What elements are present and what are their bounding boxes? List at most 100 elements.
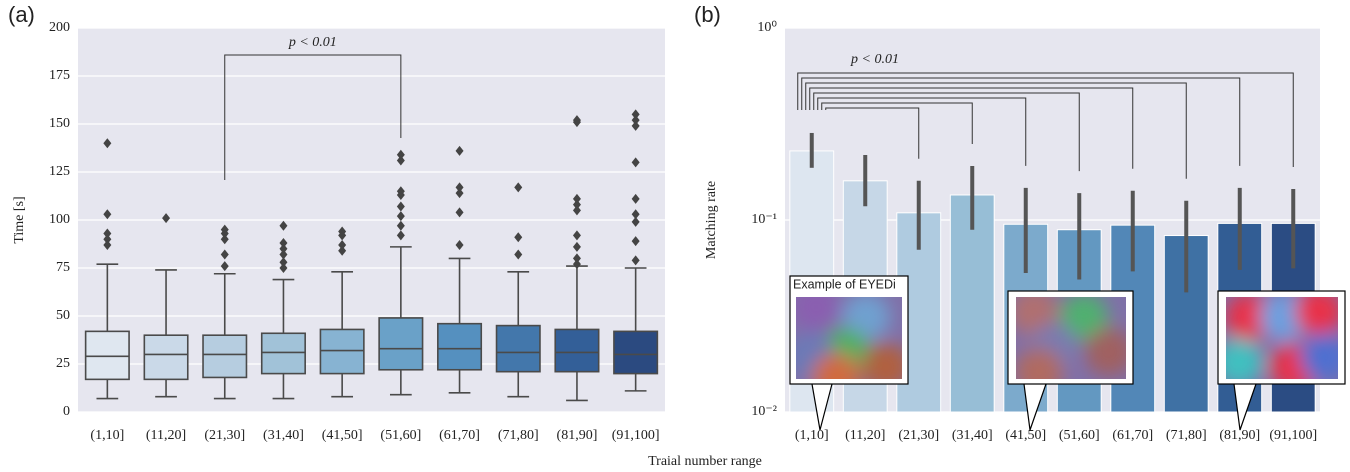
outlier xyxy=(455,207,464,218)
outlier xyxy=(631,193,640,204)
x-tick-label: (91,100] xyxy=(612,428,660,443)
significance-bracket xyxy=(809,87,1134,169)
x-tick-label: (91,100] xyxy=(1269,428,1317,443)
x-axis-label: Traial number range xyxy=(648,454,762,469)
outlier xyxy=(220,228,229,239)
x-tick-label: (31,40] xyxy=(952,428,993,443)
y-tick-label: 0 xyxy=(63,404,70,419)
outlier xyxy=(514,182,523,193)
inset-image xyxy=(1226,297,1338,379)
outlier xyxy=(338,245,347,256)
y-tick-label: 50 xyxy=(56,308,70,323)
y-axis-label: Time [s] xyxy=(12,196,27,243)
outlier xyxy=(572,199,581,210)
inset-blob xyxy=(1295,297,1338,336)
box xyxy=(613,330,659,375)
outlier xyxy=(514,249,523,260)
x-tick-label: (31,40] xyxy=(263,428,304,443)
box xyxy=(143,334,189,381)
outlier xyxy=(631,209,640,220)
panel-label: (b) xyxy=(694,2,721,27)
outlier xyxy=(279,249,288,260)
outlier xyxy=(396,211,405,222)
x-tick-label: (81,90] xyxy=(1219,428,1260,443)
box xyxy=(84,330,130,381)
inset-blob xyxy=(796,297,840,331)
outlier xyxy=(279,220,288,231)
inset-image-blobs xyxy=(1016,297,1126,379)
x-tick-label: (21,30] xyxy=(204,428,245,443)
significance-bracket xyxy=(817,97,1027,166)
outlier xyxy=(279,263,288,273)
box xyxy=(495,324,541,373)
inset-image xyxy=(1016,297,1126,379)
x-tick-label: (1,10] xyxy=(90,428,124,443)
y-tick-label: 25 xyxy=(56,356,70,371)
box xyxy=(260,332,306,375)
significance-bracket xyxy=(805,82,1187,179)
callout xyxy=(1023,383,1047,431)
outlier xyxy=(103,239,112,250)
outlier xyxy=(279,257,288,268)
outlier xyxy=(396,190,405,201)
inset-blob xyxy=(812,353,860,379)
x-tick-label: (11,20] xyxy=(146,428,186,443)
inset-blob xyxy=(1300,333,1338,379)
outlier xyxy=(103,234,112,245)
outlier xyxy=(396,230,405,241)
outlier xyxy=(631,216,640,227)
panel-label: (a) xyxy=(8,2,35,27)
outlier xyxy=(455,188,464,199)
x-tick-label: (61,70] xyxy=(1112,428,1153,443)
outlier xyxy=(220,249,229,260)
x-tick-label: (51,60] xyxy=(1059,428,1100,443)
y-tick-label: 75 xyxy=(56,260,70,275)
outlier xyxy=(279,243,288,254)
outlier xyxy=(220,261,229,272)
outlier xyxy=(396,155,405,166)
inset-blob xyxy=(1226,338,1263,379)
inset-blob xyxy=(1060,297,1108,341)
outlier xyxy=(396,149,405,160)
significance-bracket xyxy=(813,92,1080,172)
bar xyxy=(949,194,995,413)
outlier xyxy=(103,209,112,220)
outlier xyxy=(631,157,640,168)
outlier xyxy=(396,201,405,212)
x-tick-label: (1,10] xyxy=(795,428,829,443)
outlier xyxy=(455,182,464,193)
outlier xyxy=(220,234,229,245)
y-tick-label: 100 xyxy=(49,212,70,227)
outlier xyxy=(338,239,347,250)
box xyxy=(202,334,248,379)
y-tick-label: 200 xyxy=(49,20,70,35)
y-tick-label: 150 xyxy=(49,116,70,131)
outlier xyxy=(572,253,581,264)
significance-bracket xyxy=(801,77,1241,166)
annotation: p < 0.01 xyxy=(850,52,899,67)
outlier xyxy=(572,193,581,204)
x-tick-label: (41,50] xyxy=(322,428,363,443)
significance-bracket xyxy=(797,72,1294,168)
y-tick-label: 10⁻² xyxy=(751,404,777,419)
inset-blob xyxy=(1226,297,1273,341)
x-tick-label: (11,20] xyxy=(845,428,885,443)
y-tick-label: 10⁻¹ xyxy=(751,212,777,227)
box xyxy=(378,317,424,371)
outlier xyxy=(279,238,288,249)
y-tick-label: 175 xyxy=(49,68,70,83)
inset-blob xyxy=(1016,348,1063,379)
outlier xyxy=(572,205,581,216)
box xyxy=(319,328,365,375)
x-tick-label: (71,80] xyxy=(498,428,539,443)
y-tick-label: 10⁰ xyxy=(757,20,777,35)
x-tick-label: (61,70] xyxy=(439,428,480,443)
inset-caption: Example of EYEDi xyxy=(793,277,896,291)
outlier xyxy=(514,232,523,243)
annotation: p < 0.01 xyxy=(288,35,337,50)
callout xyxy=(1233,383,1257,431)
outlier xyxy=(631,255,640,266)
outlier xyxy=(572,117,581,128)
inset-image-blobs xyxy=(796,297,902,379)
